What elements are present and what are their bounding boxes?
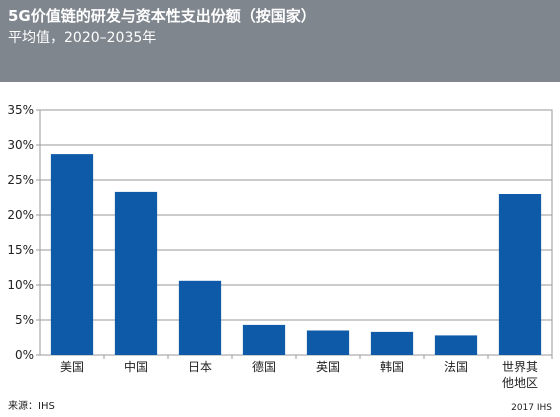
bar-chart: 0% 5% 10% 15% 20% 25% 30% 35% 美国 中国 日本 德国 英国 韩国 法国 世界其他… <box>7 103 553 390</box>
x-tick-label: 法国 <box>444 360 468 374</box>
x-tick-label: 德国 <box>252 359 276 374</box>
copyright-note: 2017 IHS <box>511 403 552 413</box>
y-tick-label: 25% <box>7 173 34 187</box>
x-tick-label: 英国 <box>316 360 340 374</box>
bar <box>434 335 478 355</box>
y-tick-label: 0% <box>15 348 34 362</box>
bar <box>242 324 286 355</box>
bar <box>178 280 222 355</box>
x-tick-label: 日本 <box>188 360 212 374</box>
x-tick-label: 中国 <box>124 359 148 374</box>
y-tick-label: 5% <box>15 313 34 327</box>
bar <box>306 330 350 355</box>
x-tick-label: 世界其 <box>502 360 538 374</box>
source-note: 来源：IHS <box>8 401 55 412</box>
bar <box>50 154 94 355</box>
x-tick-label: 韩国 <box>380 359 404 374</box>
x-tick-label: 他地区 <box>502 376 538 390</box>
y-tick-label: 30% <box>7 138 34 152</box>
x-tick-label: 美国 <box>60 360 84 374</box>
bar <box>114 191 158 355</box>
y-tick-label: 15% <box>7 243 34 257</box>
bar <box>498 194 542 355</box>
chart-header: 5G价值链的研发与资本性支出份额（按国家） 平均值，2020–2035年 <box>0 0 560 82</box>
chart-title: 5G价值链的研发与资本性支出份额（按国家） <box>8 7 316 25</box>
y-tick-label: 10% <box>7 278 34 292</box>
bar <box>370 331 414 355</box>
chart-subtitle: 平均值，2020–2035年 <box>8 30 157 46</box>
y-tick-label: 20% <box>7 208 34 222</box>
y-tick-label: 35% <box>7 103 34 117</box>
